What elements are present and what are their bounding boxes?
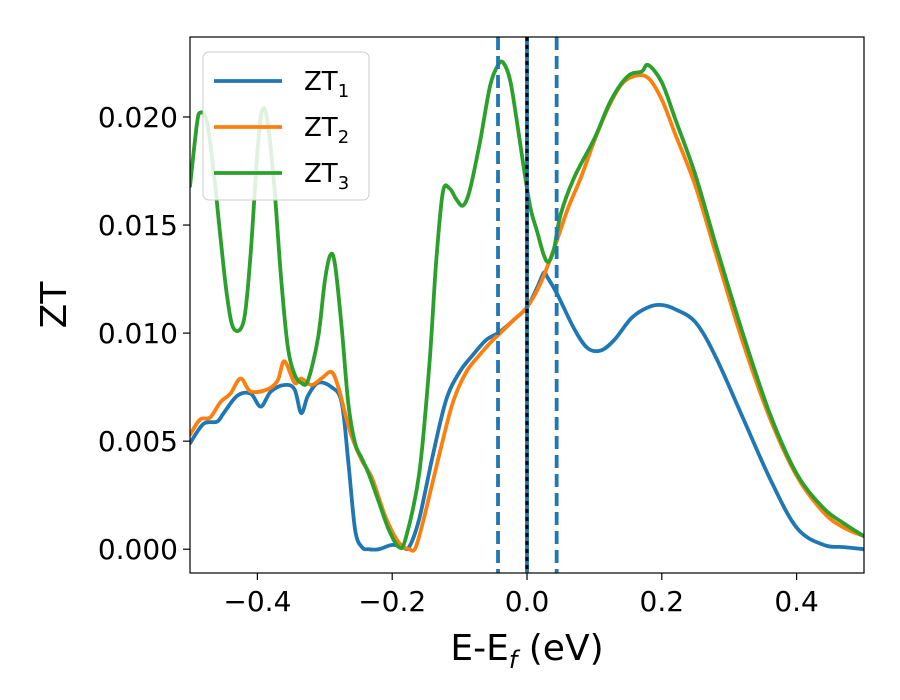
legend: ZT1 ZT2 ZT3	[202, 51, 370, 201]
series-line-1	[190, 270, 864, 552]
x-axis-ticks: −0.4 −0.2 0.0 0.2 0.4	[223, 573, 819, 618]
x-tick-label: 0.4	[774, 585, 819, 618]
y-tick-label: 0.020	[98, 101, 178, 134]
legend-label-2: ZT2	[304, 113, 349, 148]
legend-label-1: ZT1	[304, 67, 349, 102]
legend-label-3: ZT3	[304, 159, 349, 194]
vertical-lines	[496, 37, 559, 573]
x-tick-label: −0.2	[358, 585, 426, 618]
legend-box	[202, 51, 370, 201]
x-tick-label: 0.2	[640, 585, 685, 618]
y-tick-label: 0.015	[98, 209, 178, 242]
series-line-2	[190, 73, 864, 553]
x-tick-label: 0.0	[505, 585, 550, 618]
y-axis-ticks: 0.000 0.005 0.010 0.015 0.020	[98, 101, 190, 566]
y-axis-label: ZT	[34, 281, 75, 329]
y-tick-label: 0.010	[98, 317, 178, 350]
x-tick-label: −0.4	[223, 585, 291, 618]
y-tick-label: 0.000	[98, 533, 178, 566]
y-tick-label: 0.005	[98, 425, 178, 458]
x-axis-label: E-Ef (eV)	[450, 628, 603, 674]
